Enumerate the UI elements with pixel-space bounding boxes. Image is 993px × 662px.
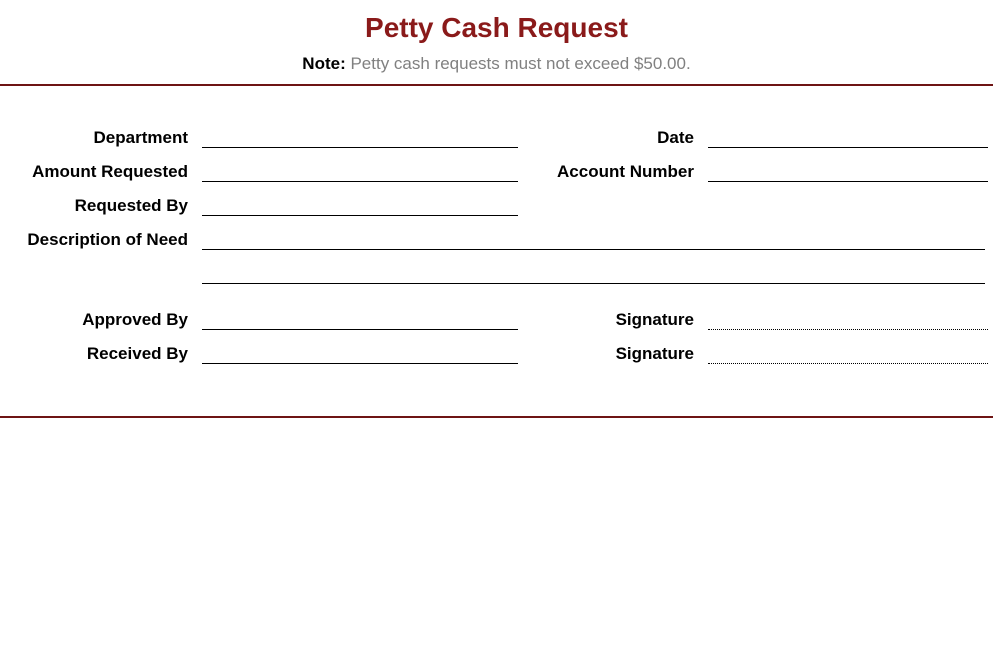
label-received-by: Received By (2, 344, 202, 364)
label-department: Department (2, 128, 202, 148)
label-signature-2: Signature (518, 344, 708, 364)
row-requested-by: Requested By (2, 194, 991, 216)
field-signature-2[interactable] (708, 342, 988, 364)
note-text: Petty cash requests must not exceed $50.… (346, 54, 691, 73)
field-description-line2[interactable] (202, 262, 985, 284)
label-date: Date (518, 128, 708, 148)
label-signature-1: Signature (518, 310, 708, 330)
field-approved-by[interactable] (202, 308, 518, 330)
field-account-number[interactable] (708, 160, 988, 182)
row-received-signature: Received By Signature (2, 342, 991, 364)
label-description: Description of Need (2, 230, 202, 250)
row-description-1: Description of Need (2, 228, 991, 250)
field-amount-requested[interactable] (202, 160, 518, 182)
page-title: Petty Cash Request (0, 12, 993, 44)
note-label: Note: (302, 54, 345, 73)
field-date[interactable] (708, 126, 988, 148)
note-line: Note: Petty cash requests must not excee… (0, 54, 993, 74)
form-area: Department Date Amount Requested Account… (0, 86, 993, 416)
field-signature-1[interactable] (708, 308, 988, 330)
label-account-number: Account Number (518, 162, 708, 182)
field-department[interactable] (202, 126, 518, 148)
label-approved-by: Approved By (2, 310, 202, 330)
field-received-by[interactable] (202, 342, 518, 364)
row-department-date: Department Date (2, 126, 991, 148)
divider-bottom (0, 416, 993, 418)
row-description-2 (2, 262, 991, 284)
petty-cash-form: Petty Cash Request Note: Petty cash requ… (0, 0, 993, 418)
row-amount-account: Amount Requested Account Number (2, 160, 991, 182)
field-description-line1[interactable] (202, 228, 985, 250)
label-amount-requested: Amount Requested (2, 162, 202, 182)
field-requested-by[interactable] (202, 194, 518, 216)
row-approved-signature: Approved By Signature (2, 308, 991, 330)
label-requested-by: Requested By (2, 196, 202, 216)
